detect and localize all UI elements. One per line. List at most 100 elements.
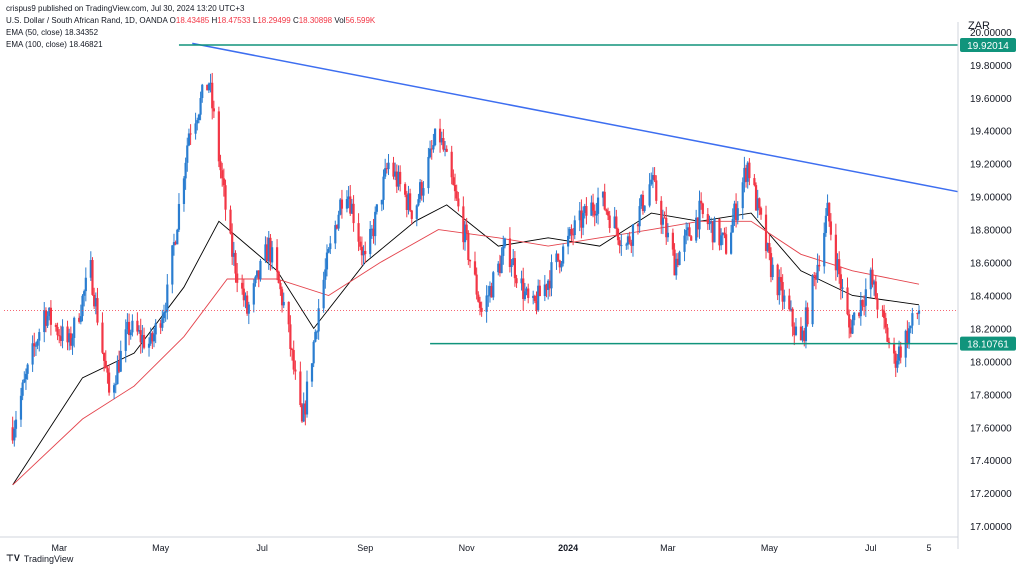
candle-body <box>374 211 377 237</box>
candle-body <box>387 162 390 170</box>
candle-body <box>510 265 513 267</box>
candle-body <box>813 275 816 277</box>
candle-body <box>711 221 714 243</box>
candle-body <box>828 202 831 222</box>
candle-body <box>824 215 827 233</box>
candle-body <box>527 288 530 298</box>
candle-body <box>182 178 186 204</box>
candle-body <box>127 321 131 336</box>
candle-body <box>603 191 606 210</box>
candle-body <box>650 179 653 185</box>
candle-body <box>871 269 874 285</box>
x-tick-label: 2024 <box>558 543 578 553</box>
candle-body <box>535 301 538 311</box>
candle-body <box>475 274 478 295</box>
candle-body <box>907 328 911 344</box>
candle-body <box>876 298 879 310</box>
x-tick-label: Sep <box>357 543 373 553</box>
candle-body <box>244 295 247 301</box>
candle-body <box>136 320 139 332</box>
candle-body <box>38 332 41 341</box>
candle-body <box>917 310 921 314</box>
candle-body <box>395 171 398 187</box>
candle-body <box>349 196 352 214</box>
ema50-value: 18.34352 <box>64 28 99 37</box>
candle-body <box>141 335 144 343</box>
candle-body <box>605 209 608 212</box>
open-label: O <box>169 16 176 25</box>
ema50-line <box>12 204 920 486</box>
y-tick-label: 18.80000 <box>970 226 1012 237</box>
candle-body <box>578 210 581 221</box>
candle-body <box>581 212 585 228</box>
candle-body <box>177 203 181 230</box>
candle-body <box>317 308 320 332</box>
candle-body <box>453 184 457 192</box>
candle-body <box>793 326 796 336</box>
candle-body <box>254 276 257 284</box>
candle-body <box>151 333 154 342</box>
candle-body <box>708 223 711 225</box>
candle-body <box>698 200 701 230</box>
candle-body <box>397 171 400 187</box>
candle-body <box>560 263 563 268</box>
candle-body <box>129 332 132 336</box>
candle-body <box>312 341 315 364</box>
x-tick-label: Mar <box>660 543 676 553</box>
candle-body <box>89 260 92 278</box>
candle-body <box>897 346 901 361</box>
candle-body <box>310 363 314 382</box>
x-tick-label: Mar <box>51 543 67 553</box>
candle-body <box>523 291 526 300</box>
candle-body <box>568 228 571 236</box>
level-price-label: 19.92014 <box>967 41 1009 52</box>
candle-body <box>324 269 327 280</box>
candle-body <box>490 286 493 298</box>
candle-body <box>252 283 255 305</box>
ohlc-readout: O18.43485 H18.47533 L18.29499 C18.30898 … <box>170 16 376 25</box>
legend-ema50-row: EMA (50, close) 18.34352 <box>6 28 375 40</box>
candle-body <box>894 353 897 368</box>
candle-body <box>108 372 111 393</box>
x-tick-label: Jul <box>256 543 268 553</box>
candle-body <box>364 250 367 255</box>
candle-body <box>688 227 691 237</box>
close-label: C <box>292 16 299 25</box>
low-value: 18.29499 <box>257 16 291 25</box>
footer-brand: ⊤V TradingView <box>6 553 73 564</box>
candle-body <box>93 294 96 307</box>
candle-body <box>369 228 372 255</box>
candle-body <box>764 214 768 251</box>
candle-body <box>432 145 435 150</box>
candle-body <box>256 270 259 277</box>
candle-body <box>601 191 605 198</box>
candle-body <box>836 259 839 271</box>
open-value: 18.43485 <box>175 16 210 25</box>
candle-body <box>759 208 763 215</box>
candle-body <box>769 253 773 278</box>
candle-body <box>643 205 646 211</box>
candle-body <box>498 263 502 274</box>
candle-body <box>497 263 500 273</box>
candle-body <box>631 224 635 246</box>
candle-body <box>896 360 899 368</box>
candle-body <box>304 403 307 415</box>
candle-body <box>56 326 59 336</box>
candle-body <box>13 428 16 441</box>
candle-body <box>616 229 620 241</box>
candle-body <box>841 287 844 289</box>
candle-body <box>487 295 490 297</box>
candle-body <box>54 324 57 327</box>
y-tick-label: 18.00000 <box>970 357 1012 368</box>
candle-body <box>370 228 373 230</box>
candle-body <box>794 326 798 336</box>
candle-body <box>430 148 433 150</box>
candle-body <box>718 218 721 246</box>
candle-body <box>638 206 641 227</box>
close-value: 18.30898 <box>298 16 333 25</box>
candle-body <box>503 238 507 247</box>
candle-body <box>513 258 516 279</box>
candle-body <box>382 176 385 200</box>
candle-body <box>562 246 565 264</box>
